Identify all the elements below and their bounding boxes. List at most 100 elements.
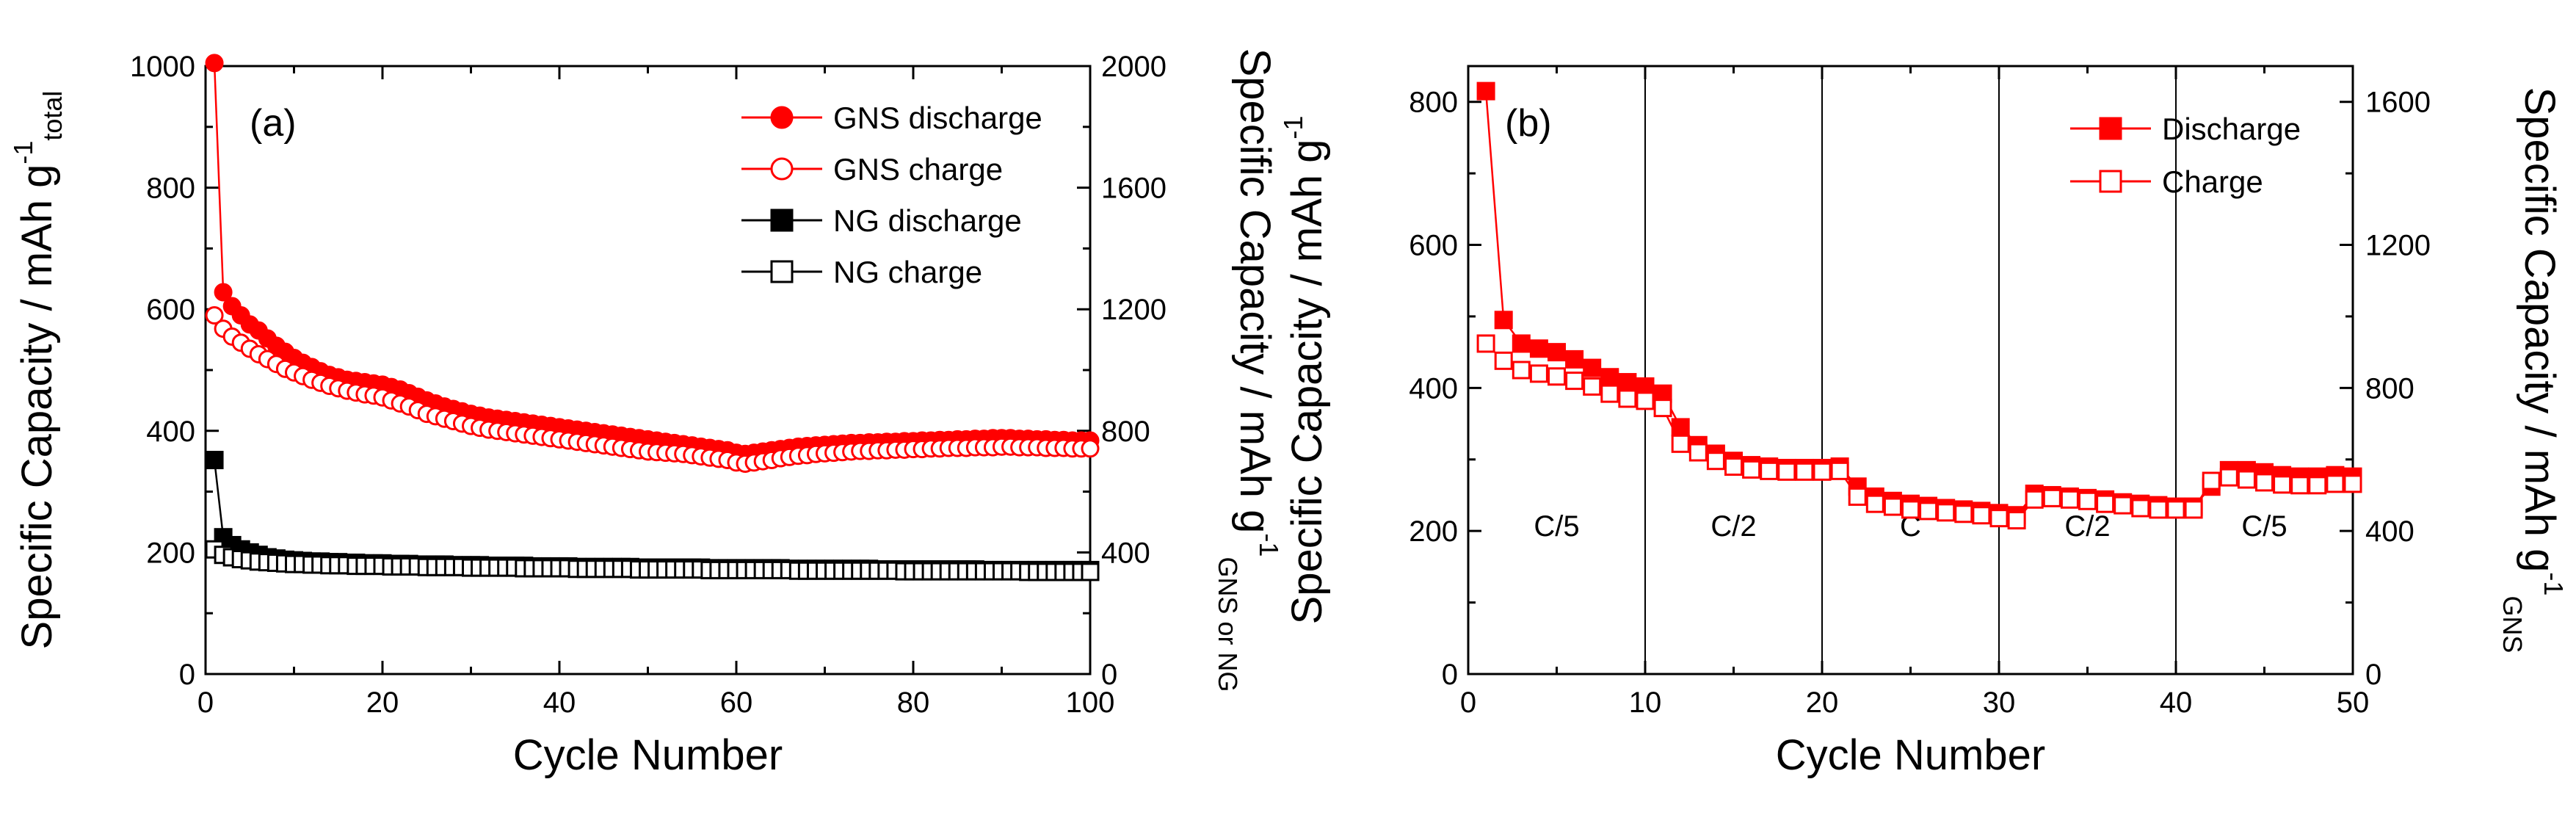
legend-marker [2099,170,2122,193]
y-right-tick-label: 800 [2365,372,2414,405]
y-left-axis-title: Specific Capacity / mAh g-1total [8,91,68,650]
data-point [1494,311,1513,330]
data-point [1883,497,1902,516]
series-charge [1476,334,2362,530]
data-point [1476,82,1495,101]
x-tick-label: 30 [1983,687,2016,719]
data-point [2219,468,2238,487]
y-right-tick-label: 1200 [2365,230,2431,262]
panel-label: (a) [250,102,297,145]
y-left-tick-label: 600 [1409,230,1458,262]
data-point [1724,457,1743,477]
data-point [1901,500,1920,519]
legend-marker [770,157,794,181]
x-axis-title: Cycle Number [1776,731,2045,779]
data-point [1636,391,1655,410]
legend-label: NG charge [833,255,982,289]
series-ng-charge [205,540,1100,582]
y-left-axis-title-main: Specific Capacity / mAh g [13,164,61,650]
legend-label: Discharge [2162,112,2301,146]
data-point [1865,494,1884,513]
data-point [2131,499,2150,518]
y-right-axis-title-sub: GNS or NG [1213,557,1243,692]
legend-label: GNS discharge [833,101,1042,135]
y-right-axis-title: Specific Capacity / mAh g-1 GNS or NG [1213,48,1284,692]
data-point [1529,364,1548,383]
data-point [1600,368,1619,387]
y-left-axis-title-sup: -1 [8,141,38,164]
y-right-axis-title-main: Specific Capacity / mAh g [1231,48,1279,534]
x-tick-label: 20 [1806,687,1839,719]
y-left-tick-label: 200 [146,537,195,569]
data-point [2343,474,2362,493]
data-point [1512,334,1531,353]
legend-label: Charge [2162,164,2263,199]
data-point [205,54,224,73]
data-point [1565,349,1584,369]
y-left-tick-label: 600 [146,294,195,326]
x-tick-label: 0 [1460,687,1476,719]
data-point [2114,496,2133,515]
region-label: C/5 [2241,510,2287,543]
legend: Discharge Charge [2070,112,2301,199]
data-point [205,305,224,325]
data-point [1548,367,1566,386]
x-tick-label: 40 [2160,687,2193,719]
data-point [1706,452,1725,471]
y-right-tick-label: 1200 [1101,294,1167,326]
y-left-axis-title-main: Specific Capacity / mAh g [1283,140,1331,625]
data-point [1937,503,1956,522]
y-right-axis-title-sup: -1 [2539,572,2569,595]
y-left-tick-label: 200 [1409,515,1458,548]
data-point [1742,460,1761,479]
data-point [2078,491,2097,510]
x-tick-label: 40 [543,687,576,719]
legend: GNS discharge GNS charge NG discharge NG ch… [741,101,1042,289]
y-left-tick-label: 800 [1409,87,1458,119]
y-right-tick-label: 800 [1101,416,1150,448]
y-left-tick-label: 0 [1442,659,1458,691]
y-right-tick-label: 0 [2365,659,2381,691]
data-point [1671,434,1690,453]
data-point [1618,373,1637,392]
data-point [1760,461,1779,480]
data-point [1494,351,1513,370]
y-left-axis-title-sub: total [37,91,68,141]
data-point [1600,384,1619,403]
data-point [1795,462,1814,481]
legend-marker [2099,117,2122,140]
data-point [1565,372,1584,391]
data-point [1476,334,1495,353]
panel-a: 0 20 40 60 80 1000200400600800100004008001200… [8,48,1284,779]
x-tick-label: 20 [366,687,399,719]
data-point [2149,500,2168,519]
data-point [2166,500,2185,519]
data-point [1989,509,2009,528]
y-right-tick-label: 400 [2365,515,2414,548]
data-point [1529,339,1548,358]
data-point [205,451,224,470]
data-point [2308,476,2327,495]
data-point [1954,504,1973,524]
data-point [1830,461,1849,480]
series-discharge [1476,82,2362,525]
y-left-tick-label: 400 [1409,372,1458,405]
y-right-axis-title-main: Specific Capacity / mAh g [2516,87,2564,573]
legend-marker [770,209,794,232]
x-tick-label: 60 [720,687,753,719]
series-line [1484,90,2354,517]
legend-marker [770,106,794,129]
data-point [1972,506,1991,525]
data-point [1583,377,1602,396]
y-right-axis-title-sup: -1 [1254,533,1284,557]
data-point [1688,443,1708,462]
data-point [1777,462,1796,481]
panel-b: C/5 C/2 C C/2 C/50 10 20 30 40 500200400600800040… [1278,65,2569,779]
series-gns-charge [205,305,1100,474]
legend-label: GNS charge [833,152,1003,186]
y-left-tick-label: 0 [179,659,195,691]
x-tick-label: 80 [897,687,930,719]
data-point [1081,439,1100,458]
data-point [1583,358,1602,377]
